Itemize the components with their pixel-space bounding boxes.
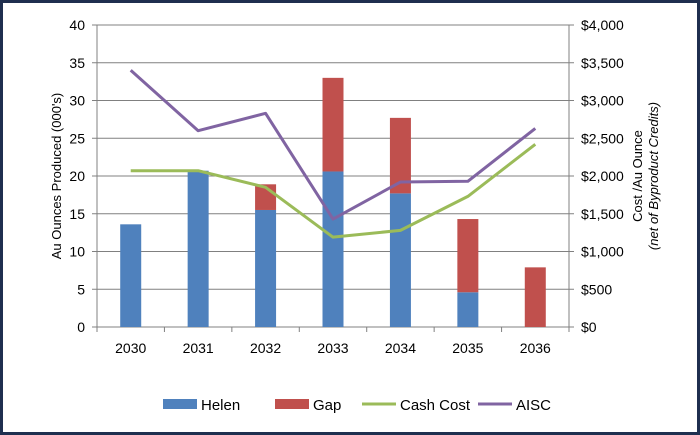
line-series <box>129 69 537 239</box>
right-axis-subtitle: (net of Byproduct Credits) <box>646 102 661 250</box>
legend-swatch-gap <box>275 399 309 409</box>
right-axis-title: Cost /Au Ounce <box>630 130 645 222</box>
legend: Helen Gap Cash Cost AISC <box>163 397 551 414</box>
right-tick-label: $1,500 <box>581 206 624 222</box>
bar-helen <box>389 193 411 327</box>
right-axis-ticks: $0 $500 $1,000 $1,500 $2,000 $2,500 $3,000 $3,5… <box>581 17 624 335</box>
left-tick-label: 25 <box>69 130 85 146</box>
line-cash-cost <box>130 143 537 239</box>
bar-gap <box>457 219 479 293</box>
bar-gap <box>524 267 546 327</box>
left-tick-label: 30 <box>69 93 85 109</box>
legend-label-helen: Helen <box>201 397 240 414</box>
right-tick-label: $3,000 <box>581 93 624 109</box>
right-tick-label: $2,500 <box>581 130 624 146</box>
category-label: 2033 <box>317 340 348 356</box>
production-cost-chart: 0 5 10 15 20 25 30 35 40 $0 $500 $1,000 $1,500 $2,00… <box>49 17 661 414</box>
right-tick-label: $500 <box>581 281 612 297</box>
bar-gap <box>389 117 411 194</box>
bar-helen <box>457 292 479 327</box>
right-tick-label: $3,500 <box>581 55 624 71</box>
left-tick-label: 35 <box>69 55 85 71</box>
right-tick-label: $1,000 <box>581 244 624 260</box>
left-tick-label: 0 <box>77 319 85 335</box>
bar-helen <box>322 171 344 327</box>
category-axis-ticks: 2030 2031 2032 2033 2034 2035 2036 <box>115 340 551 356</box>
category-label: 2032 <box>250 340 281 356</box>
right-tick-label: $2,000 <box>581 168 624 184</box>
left-axis-title: Au Ounces Produced (000's) <box>49 93 64 260</box>
legend-label-gap: Gap <box>313 397 341 414</box>
left-tick-label: 20 <box>69 168 85 184</box>
bar-helen <box>255 209 277 327</box>
bar-helen <box>187 170 209 327</box>
left-tick-label: 10 <box>69 244 85 260</box>
category-label: 2031 <box>183 340 214 356</box>
legend-label-cash-cost: Cash Cost <box>400 397 471 414</box>
right-tick-label: $4,000 <box>581 17 624 33</box>
bar-series <box>120 77 546 327</box>
bar-gap <box>322 77 344 172</box>
category-label: 2030 <box>115 340 146 356</box>
category-label: 2036 <box>520 340 551 356</box>
left-tick-label: 40 <box>69 17 85 33</box>
category-label: 2035 <box>452 340 483 356</box>
line-aisc <box>129 69 537 221</box>
category-label: 2034 <box>385 340 416 356</box>
legend-swatch-helen <box>163 399 197 409</box>
legend-label-aisc: AISC <box>516 397 551 414</box>
bar-helen <box>120 224 142 327</box>
left-axis-ticks: 0 5 10 15 20 25 30 35 40 <box>69 17 85 335</box>
right-tick-label: $0 <box>581 319 597 335</box>
left-tick-label: 5 <box>77 281 85 297</box>
left-tick-label: 15 <box>69 206 85 222</box>
